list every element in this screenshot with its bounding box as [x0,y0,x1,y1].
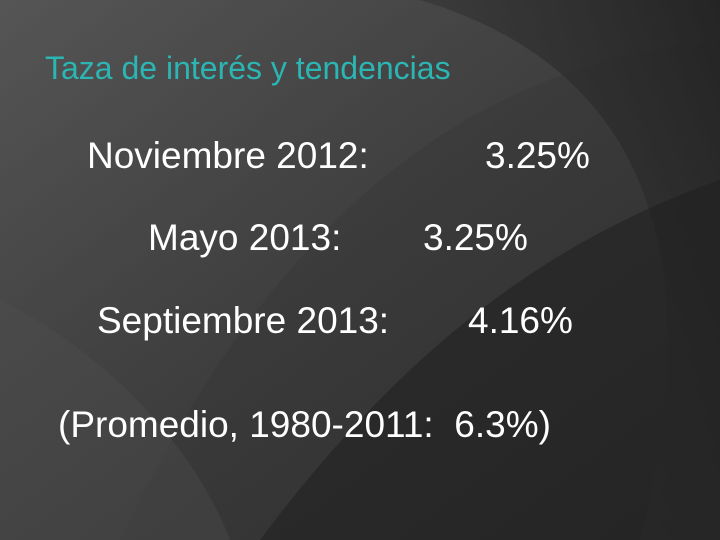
swoosh [260,180,720,540]
line-label: Septiembre 2013: [97,300,389,341]
line-label: Noviembre 2012: [87,135,369,176]
line-value: 3.25% [423,217,528,258]
swoosh [0,300,230,540]
note: (Promedio, 1980-2011: 6.3%) [58,404,551,445]
slide-title: Taza de interés y tendencias [45,50,451,86]
line-label: Mayo 2013: [148,217,341,258]
swoosh [420,0,720,540]
line-value: 4.16% [468,300,573,341]
line-value: 3.25% [485,135,590,176]
